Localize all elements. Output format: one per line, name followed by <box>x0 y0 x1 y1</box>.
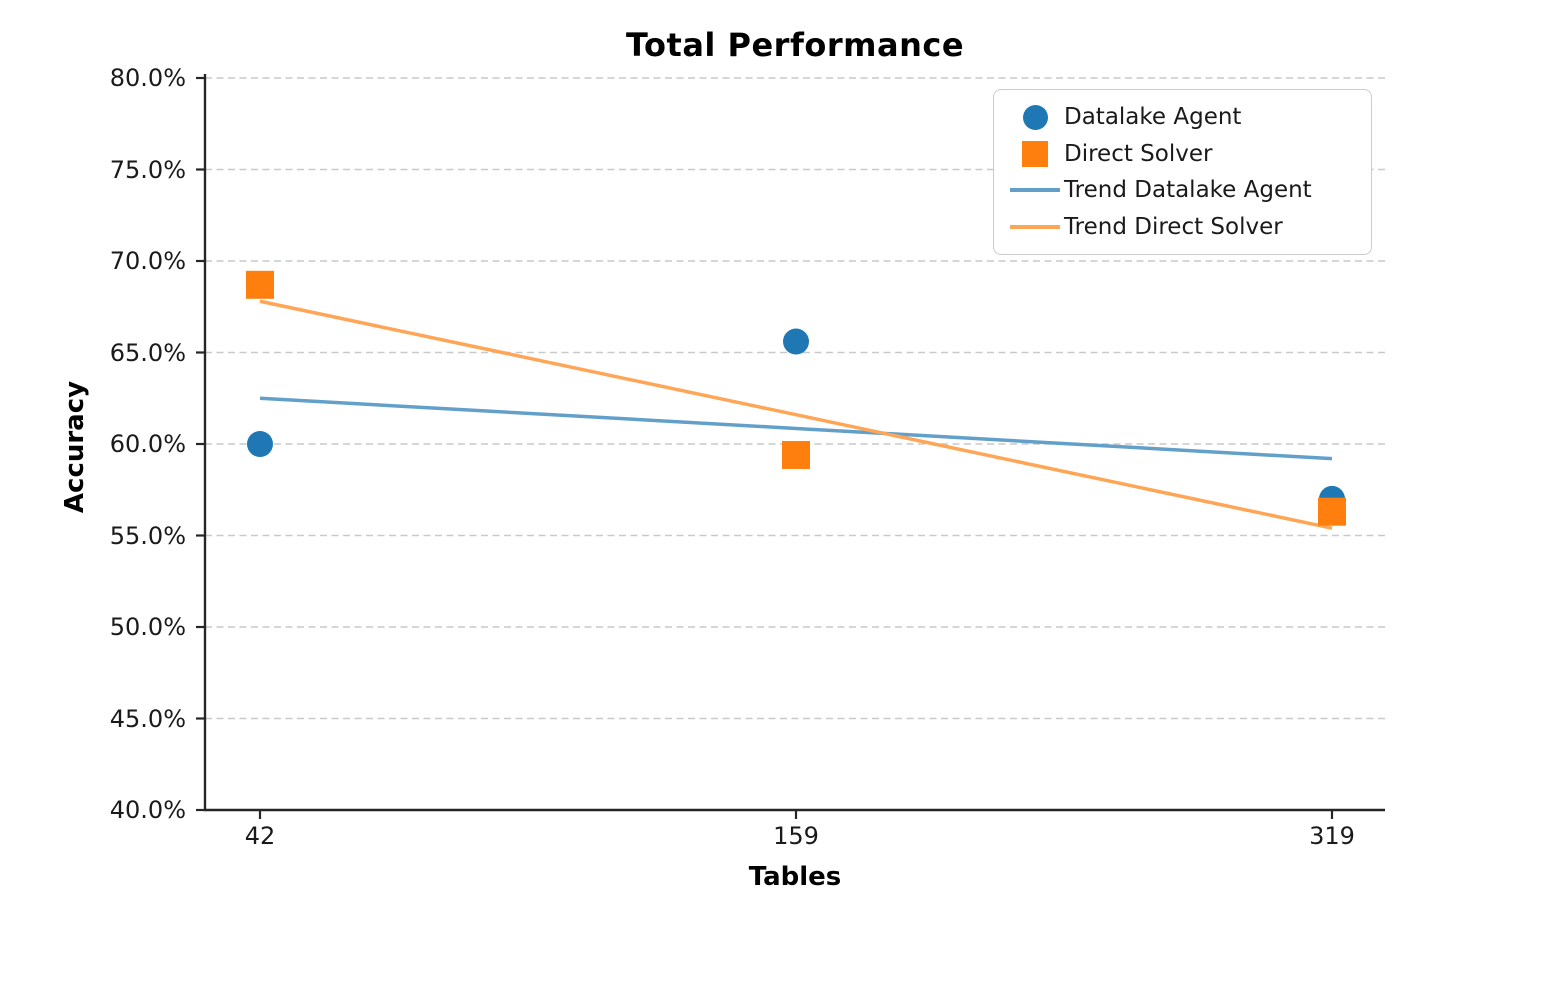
y-tick-label: 55.0% <box>109 521 186 550</box>
chart-title: Total Performance <box>625 26 965 64</box>
line-swatch-icon <box>1010 188 1060 193</box>
legend-item-trend-direct-solver: Trend Direct Solver <box>1006 209 1357 246</box>
legend: Datalake Agent Direct Solver Trend Datal… <box>993 89 1372 255</box>
legend-label: Trend Datalake Agent <box>1064 177 1312 204</box>
legend-label: Trend Direct Solver <box>1064 213 1283 240</box>
x-tick-label: 319 <box>1309 822 1355 850</box>
y-tick-label: 60.0% <box>109 430 186 458</box>
y-tick-label: 75.0% <box>109 155 186 184</box>
scatter-point <box>246 270 274 299</box>
y-tick-label: 40.0% <box>109 796 186 824</box>
y-tick-label: 65.0% <box>109 338 186 367</box>
legend-label: Direct Solver <box>1064 140 1213 167</box>
line-swatch-icon <box>1010 224 1060 229</box>
trend-line <box>259 299 1333 530</box>
x-tick-label: 159 <box>773 822 819 850</box>
legend-item-trend-datalake-agent: Trend Datalake Agent <box>1006 172 1357 209</box>
x-tick-label: 42 <box>244 822 276 850</box>
trend-line <box>259 396 1333 461</box>
scatter-point <box>1318 497 1346 526</box>
x-axis-label: Tables <box>748 862 842 892</box>
y-tick-label: 50.0% <box>109 613 186 641</box>
y-tick-label: 80.0% <box>109 64 186 92</box>
scatter-point <box>782 440 810 469</box>
square-marker-icon <box>1022 140 1048 167</box>
scatter-point <box>783 328 809 355</box>
legend-item-datalake-agent: Datalake Agent <box>1006 99 1357 136</box>
legend-label: Datalake Agent <box>1064 104 1242 131</box>
circle-marker-icon <box>1022 104 1048 130</box>
scatter-point <box>247 431 273 457</box>
y-tick-label: 45.0% <box>109 704 186 733</box>
legend-item-direct-solver: Direct Solver <box>1006 136 1357 173</box>
y-tick-label: 70.0% <box>109 247 186 275</box>
